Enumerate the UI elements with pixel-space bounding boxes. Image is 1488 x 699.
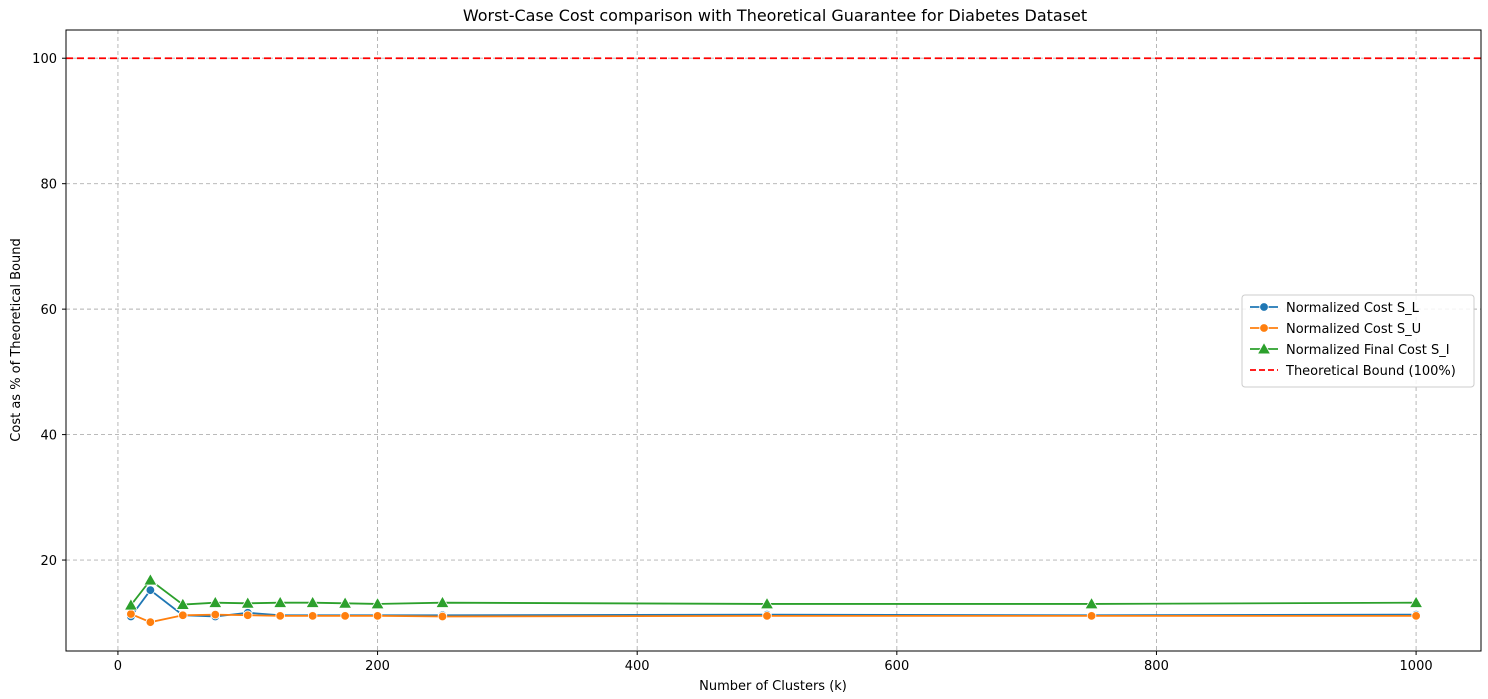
circle-marker bbox=[126, 609, 136, 619]
circle-marker bbox=[243, 610, 253, 620]
legend-label: Normalized Final Cost S_I bbox=[1286, 343, 1450, 358]
series-1 bbox=[126, 609, 1421, 627]
circle-marker bbox=[210, 609, 221, 620]
y-axis-ticks: 20 40 60 80 100 bbox=[32, 52, 66, 569]
circle-marker bbox=[372, 611, 383, 621]
series-line bbox=[130, 613, 1417, 624]
x-axis-label: Number of Clusters (k) bbox=[699, 679, 847, 694]
triangle-marker bbox=[1256, 341, 1272, 355]
triangle-marker bbox=[123, 597, 139, 611]
y-tick-label: 80 bbox=[40, 178, 57, 193]
circle-marker bbox=[1411, 611, 1421, 621]
circle-marker bbox=[340, 611, 350, 621]
x-tick-label: 1000 bbox=[1400, 659, 1433, 674]
plot-frame bbox=[65, 29, 1482, 652]
chart-title: Worst-Case Cost comparison with Theoreti… bbox=[463, 6, 1087, 25]
triangle-marker bbox=[273, 595, 288, 608]
triangle-marker bbox=[240, 596, 255, 609]
circle-marker bbox=[307, 611, 318, 621]
y-tick-label: 60 bbox=[40, 303, 57, 318]
circle-marker bbox=[178, 610, 188, 620]
circle-marker bbox=[145, 585, 156, 595]
circle-marker bbox=[275, 611, 285, 621]
triangle-marker bbox=[175, 597, 191, 610]
x-tick-label: 800 bbox=[1144, 659, 1169, 674]
triangle-marker bbox=[1084, 596, 1099, 610]
legend-label: Normalized Cost S_U bbox=[1286, 322, 1421, 337]
legend-label: Theoretical Bound (100%) bbox=[1285, 364, 1456, 379]
legend-label: Normalized Cost S_L bbox=[1286, 301, 1420, 316]
circle-marker bbox=[1259, 323, 1269, 333]
triangle-marker bbox=[370, 596, 385, 610]
y-tick-label: 20 bbox=[40, 554, 57, 569]
legend: Normalized Cost S_L Normalized Cost S_U No… bbox=[1241, 294, 1475, 388]
x-tick-label: 200 bbox=[365, 659, 390, 674]
circle-marker bbox=[1259, 302, 1269, 312]
y-tick-label: 100 bbox=[32, 52, 57, 67]
x-tick-label: 600 bbox=[884, 659, 909, 674]
circle-marker bbox=[145, 617, 156, 627]
legend-entry: Normalized Cost S_U bbox=[1250, 322, 1421, 337]
x-tick-label: 400 bbox=[625, 659, 650, 674]
circle-marker bbox=[1086, 611, 1097, 621]
legend-entry: Normalized Cost S_L bbox=[1250, 301, 1420, 316]
series-line bbox=[130, 578, 1417, 606]
legend-entry: Theoretical Bound (100%) bbox=[1250, 364, 1456, 379]
triangle-marker bbox=[143, 572, 158, 586]
triangle-marker bbox=[305, 595, 320, 608]
triangle-marker bbox=[208, 595, 223, 608]
series-group bbox=[123, 572, 1424, 627]
legend-box bbox=[1241, 294, 1475, 388]
circle-marker bbox=[437, 611, 448, 622]
y-axis-label: Cost as % of Theoretical Bound bbox=[9, 238, 24, 441]
x-axis-ticks: 0 200 400 600 800 1000 bbox=[114, 651, 1433, 674]
triangle-marker bbox=[1408, 595, 1424, 608]
x-tick-label: 0 bbox=[114, 659, 122, 674]
y-tick-label: 40 bbox=[40, 429, 57, 444]
circle-marker bbox=[762, 611, 772, 621]
legend-entry: Normalized Final Cost S_I bbox=[1250, 341, 1450, 358]
series-2 bbox=[123, 572, 1424, 611]
triangle-marker bbox=[759, 596, 775, 610]
triangle-marker bbox=[435, 595, 450, 608]
triangle-marker bbox=[337, 596, 353, 609]
